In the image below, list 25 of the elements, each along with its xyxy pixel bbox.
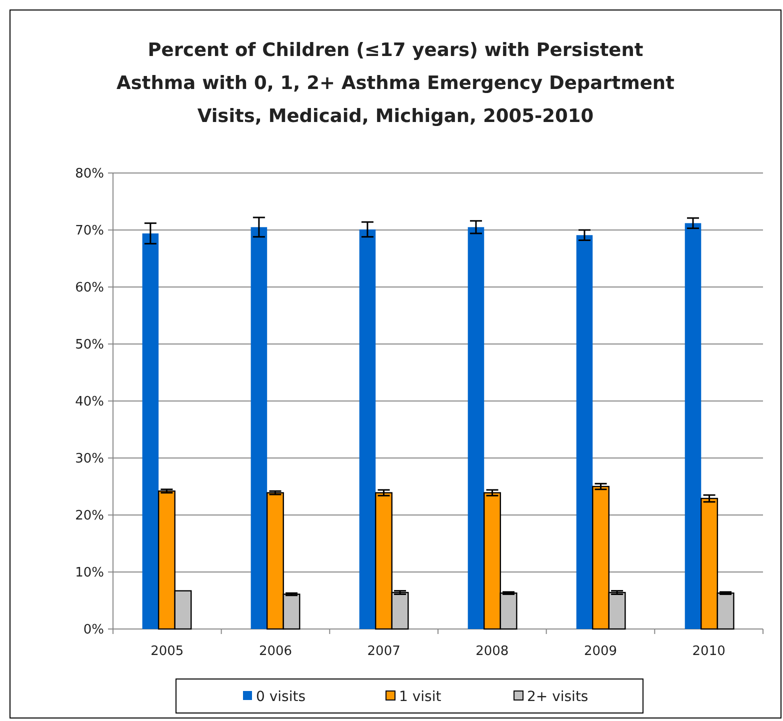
bar xyxy=(142,233,159,629)
x-tick-label: 2009 xyxy=(584,644,618,659)
legend-label: 2+ visits xyxy=(527,688,588,705)
y-tick-label: 20% xyxy=(75,508,104,524)
x-tick-label: 2005 xyxy=(150,644,184,659)
x-tick-label: 2008 xyxy=(476,644,509,659)
bar xyxy=(684,223,702,629)
x-tick-label: 2007 xyxy=(367,644,400,659)
y-tick-label: 10% xyxy=(75,566,104,581)
legend-label: 0 visits xyxy=(256,688,306,705)
bar xyxy=(250,227,268,629)
x-tick-label: 2010 xyxy=(692,644,726,659)
y-tick-label: 0% xyxy=(83,622,104,638)
x-tick-label: 2006 xyxy=(258,644,292,659)
y-tick-label: 80% xyxy=(75,166,104,182)
y-tick-label: 40% xyxy=(75,394,104,410)
bar xyxy=(576,235,593,629)
y-tick-label: 50% xyxy=(75,338,104,353)
chart-title: Percent of Children (≤17 years) with Persistent Asthma with 0, 1, 2+ Asthma Emergency Department Visits, Medicaid, Michigan, 2005-2010 xyxy=(116,40,675,127)
y-tick-label: 60% xyxy=(75,280,104,296)
legend-label: 1 visit xyxy=(399,688,442,705)
bar xyxy=(359,229,376,629)
y-tick-label: 30% xyxy=(75,452,104,467)
bar xyxy=(468,227,484,629)
y-tick-label: 70% xyxy=(75,224,104,239)
